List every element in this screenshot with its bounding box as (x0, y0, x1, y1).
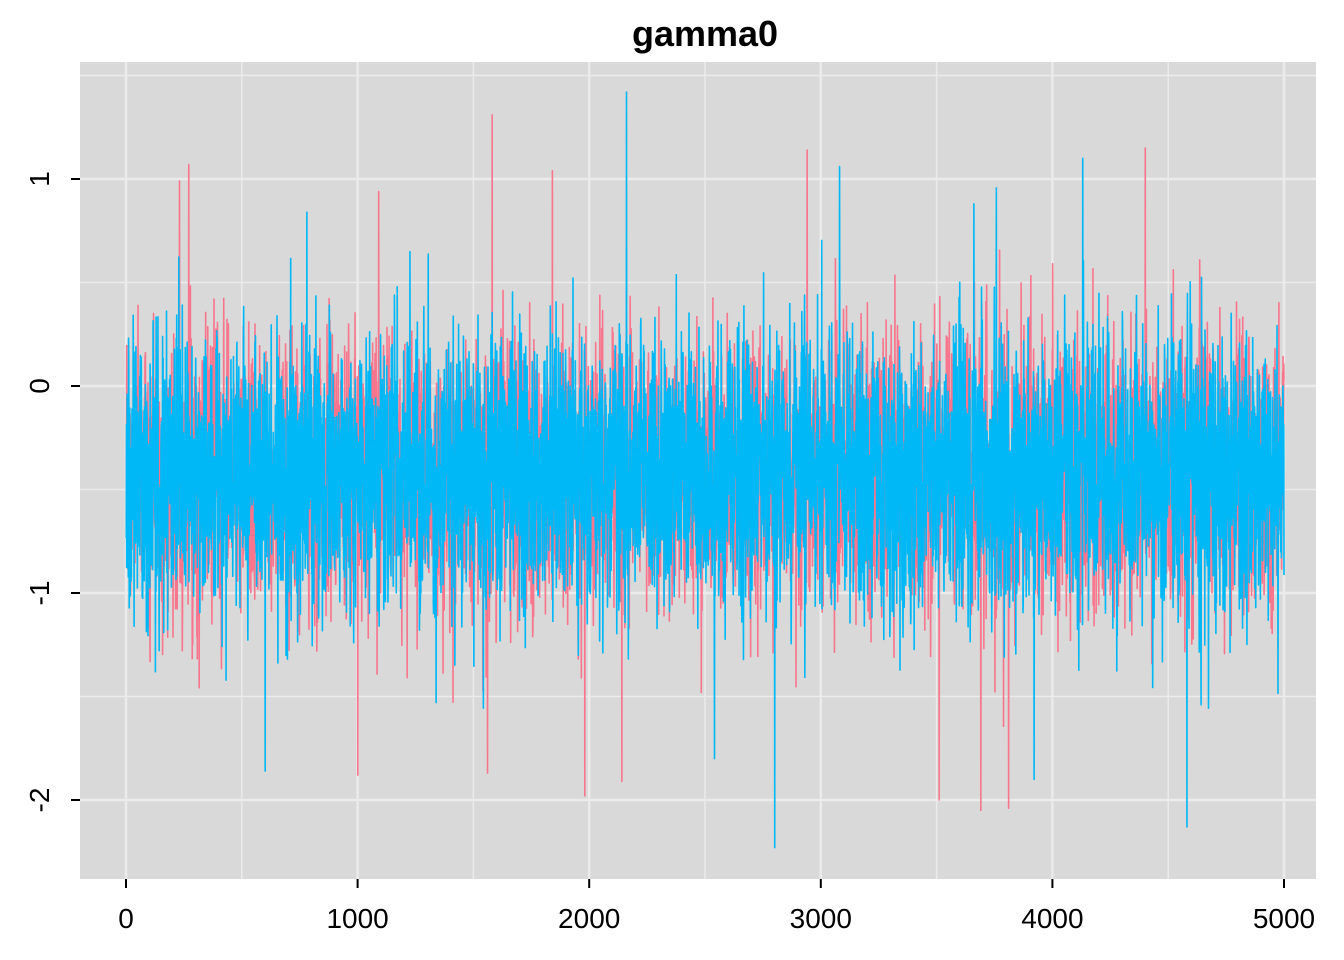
axes: 0 1000 2000 3000 4000 5000 -2 -1 0 1 (24, 171, 1315, 934)
y-tick-label: 1 (24, 171, 55, 187)
series-layer (125, 91, 1285, 849)
x-tick-label: 4000 (1021, 903, 1083, 934)
chart-title: gamma0 (632, 13, 778, 54)
y-tick-label: -1 (24, 581, 55, 606)
x-tick-label: 0 (118, 903, 134, 934)
x-tick-label: 1000 (326, 903, 388, 934)
x-tick-label: 2000 (558, 903, 620, 934)
x-tick-label: 5000 (1253, 903, 1315, 934)
x-tick-label: 3000 (790, 903, 852, 934)
y-tick-label: -2 (24, 788, 55, 813)
y-tick-label: 0 (24, 378, 55, 394)
series-2-trace (125, 91, 1285, 849)
